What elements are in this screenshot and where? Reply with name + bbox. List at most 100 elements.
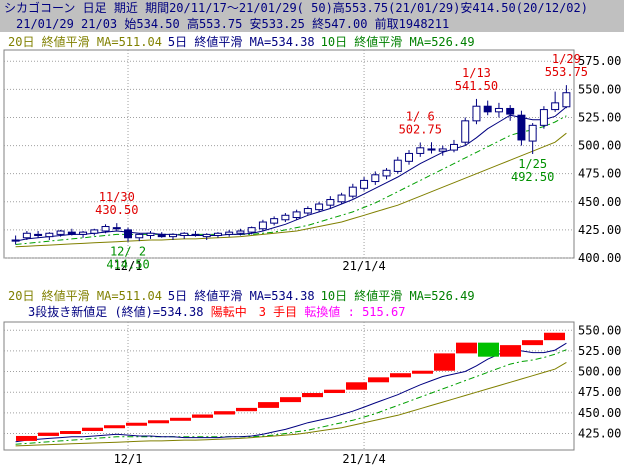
candle-body: [202, 233, 211, 238]
candle-body: [124, 229, 133, 239]
candle-body: [168, 233, 177, 238]
candle-body: [382, 169, 391, 177]
new-price-brick: [280, 397, 301, 403]
candle-body: [472, 105, 481, 122]
new-price-brick: [170, 417, 191, 421]
sub-y-tick-label: 550.00: [578, 323, 621, 337]
candle-body: [405, 152, 414, 162]
new-price-close: 3段抜き新値足 (終値)=534.38: [28, 305, 204, 319]
candle-body: [281, 214, 290, 221]
candle-body: [180, 232, 189, 237]
legend-ma10: 10日 終値平滑 MA=526.49: [320, 289, 475, 303]
sub-y-tick-label: 525.00: [578, 344, 621, 358]
new-price-brick: [126, 422, 147, 426]
annotation-date: 1/13: [462, 66, 491, 80]
candle-body: [112, 227, 121, 230]
main-ma-legend: 20日 終値平滑 MA=511.04 5日 終値平滑 MA=534.38 10日 終…: [8, 34, 475, 50]
new-price-brick: [258, 402, 279, 408]
sub-y-tick-label: 500.00: [578, 365, 621, 379]
main-x-tick-label: 21/1/4: [342, 259, 385, 273]
candle-body: [225, 231, 234, 235]
main-y-tick-label: 575.00: [578, 54, 621, 68]
candle-body: [348, 186, 357, 197]
new-price-brick: [148, 420, 169, 424]
sub-ma5-line: [15, 342, 567, 443]
candle-body: [326, 199, 335, 206]
candle-body: [258, 221, 267, 230]
candle-body: [236, 230, 245, 234]
candle-body: [146, 232, 155, 237]
candle-body: [517, 114, 526, 141]
main-y-tick-label: 525.00: [578, 110, 621, 124]
candle-body: [303, 208, 312, 214]
new-price-brick: [236, 407, 257, 412]
candle-body: [360, 179, 369, 189]
new-price-brick: [434, 353, 455, 371]
candle-body: [22, 232, 31, 239]
legend-ma20: 20日 終値平滑 MA=511.04: [8, 35, 162, 49]
new-price-brick: [38, 432, 59, 436]
new-price-brick: [82, 427, 103, 432]
candle-body: [371, 174, 380, 183]
annotation-value: 553.75: [545, 65, 588, 79]
chart-title-bar: シカゴコーン 日足 期近 期間20/11/17〜21/01/29( 50)高55…: [0, 0, 624, 16]
new-price-brick: [16, 435, 37, 441]
sub-y-tick-label: 425.00: [578, 426, 621, 440]
candle-body: [416, 147, 425, 154]
annotation-value: 502.75: [399, 122, 442, 136]
candle-body: [90, 229, 99, 234]
main-y-tick-label: 475.00: [578, 167, 621, 181]
annotation-date: 12/ 2: [110, 245, 146, 259]
candle-body: [67, 231, 76, 235]
annotation-date: 1/25: [518, 157, 547, 171]
annotation-date: 1/29: [552, 52, 581, 66]
sub-ma10-line: [15, 349, 567, 445]
legend-ma20: 20日 終値平滑 MA=511.04: [8, 289, 162, 303]
ma5-line: [15, 106, 567, 242]
candle-body: [393, 159, 402, 172]
new-price-brick: [522, 340, 543, 346]
annotation-value: 492.50: [511, 170, 554, 184]
candle-body: [551, 102, 560, 111]
new-price-brick: [390, 373, 411, 378]
sub-ma-legend: 20日 終値平滑 MA=511.04 5日 終値平滑 MA=534.38 10日 終…: [8, 288, 475, 304]
main-x-tick-label: 12/1: [114, 259, 143, 273]
candle-body: [449, 143, 458, 151]
new-price-brick: [412, 370, 433, 374]
candle-body: [427, 148, 436, 151]
new-price-brick: [60, 431, 81, 435]
new-price-brick: [214, 411, 235, 415]
legend-ma5: 5日 終値平滑 MA=534.38: [167, 35, 315, 49]
ohlc-summary-bar: 21/01/29 21/03 始534.50 高553.75 安533.25 終…: [0, 16, 624, 32]
sub-y-tick-label: 475.00: [578, 385, 621, 399]
sub-x-tick-label: 12/1: [114, 452, 143, 466]
new-price-brick: [500, 345, 521, 357]
new-price-brick: [478, 342, 499, 357]
candle-body: [438, 148, 447, 152]
candle-body: [528, 124, 537, 142]
annotation-value: 541.50: [455, 79, 498, 93]
chart-title: シカゴコーン 日足 期近 期間20/11/17〜21/01/29( 50)高55…: [4, 1, 588, 15]
main-y-tick-label: 425.00: [578, 223, 621, 237]
candle-body: [56, 230, 65, 235]
candle-body: [45, 232, 54, 238]
candle-body: [483, 105, 492, 113]
candle-body: [11, 239, 20, 242]
candle-body: [506, 107, 515, 115]
candle-body: [494, 107, 503, 113]
legend-ma10: 10日 終値平滑 MA=526.49: [320, 35, 475, 49]
candle-body: [337, 194, 346, 203]
new-price-brick: [302, 393, 323, 398]
sub-ma20-line: [15, 361, 567, 447]
annotation-value: 414.50: [106, 258, 149, 272]
reversal-value: 転換値 : 515.67: [304, 305, 406, 319]
candle-body: [213, 232, 222, 237]
candle-body: [270, 218, 279, 224]
sub-y-tick-label: 450.00: [578, 406, 621, 420]
candle-body: [562, 92, 571, 108]
candle-body: [461, 120, 470, 143]
candle-body: [157, 233, 166, 238]
main-y-tick-label: 400.00: [578, 251, 621, 265]
new-price-bar-status: 3段抜き新値足 (終値)=534.38 陽転中 3 手目 転換値 : 515.6…: [28, 304, 405, 320]
